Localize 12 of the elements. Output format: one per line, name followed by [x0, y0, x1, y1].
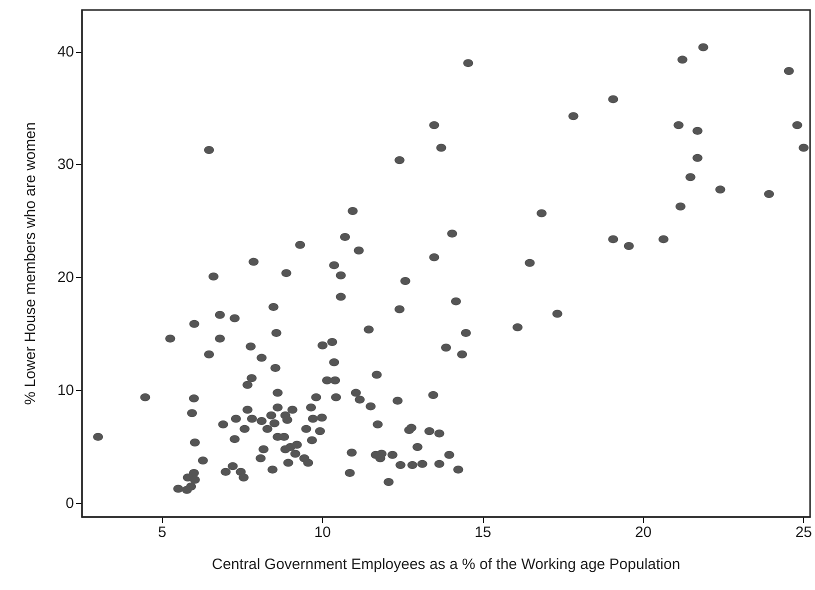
- x-tick-label: 10: [314, 524, 331, 541]
- y-tick-label: 0: [66, 494, 74, 512]
- x-tick-label: 20: [634, 524, 652, 541]
- x-tick-label: 15: [474, 524, 492, 541]
- y-tick-label: 10: [57, 382, 74, 400]
- y-tick-label: 40: [57, 43, 74, 60]
- x-axis-title: Central Government Employees as a % of the Working age Population: [212, 556, 680, 573]
- x-tick-label: 25: [795, 524, 812, 541]
- y-tick-label: 30: [57, 156, 74, 174]
- y-axis-title: % Lower House members who are women: [22, 122, 39, 405]
- y-tick-label: 20: [57, 269, 74, 286]
- x-tick-label: 5: [158, 524, 166, 541]
